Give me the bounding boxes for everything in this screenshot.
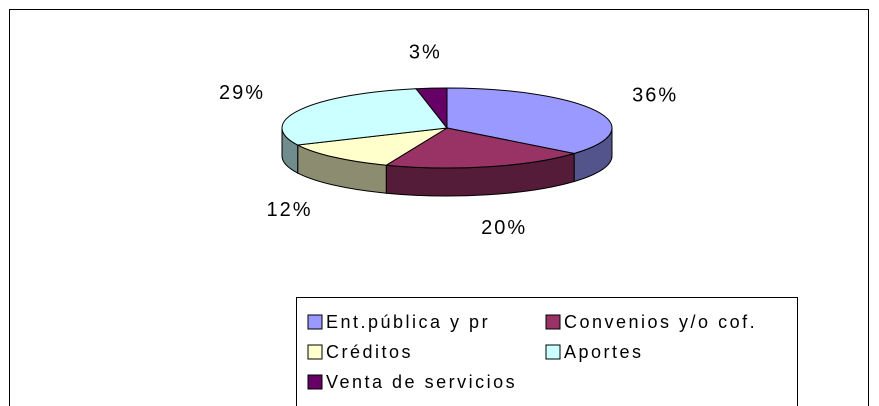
slice [384, 127, 575, 169]
legend-swatch [545, 344, 561, 360]
slice [415, 87, 448, 130]
legend-swatch [307, 344, 323, 360]
legend-label: Venta de servicios [326, 372, 517, 392]
legend-swatch [545, 314, 561, 330]
legend: Ent.pública y pr Convenios y/o cof. Crédit… [307, 312, 757, 392]
legend-label: Aportes [564, 342, 644, 362]
slice [446, 87, 613, 155]
pie: 36% 20% 12% 29% 3% [219, 42, 678, 239]
legend-label: Ent.pública y pr [326, 312, 490, 332]
legend-swatch [307, 314, 323, 330]
data-label: 20% [481, 217, 527, 239]
chart-border [9, 9, 869, 406]
legend-swatch [307, 374, 323, 390]
slice [296, 127, 448, 166]
slice [281, 88, 448, 146]
data-label: 12% [267, 199, 313, 221]
data-label: 36% [632, 84, 678, 106]
data-label: 3% [409, 42, 442, 64]
data-label: 29% [219, 82, 265, 104]
legend-label: Convenios y/o cof. [564, 312, 757, 332]
legend-label: Créditos [326, 342, 413, 362]
